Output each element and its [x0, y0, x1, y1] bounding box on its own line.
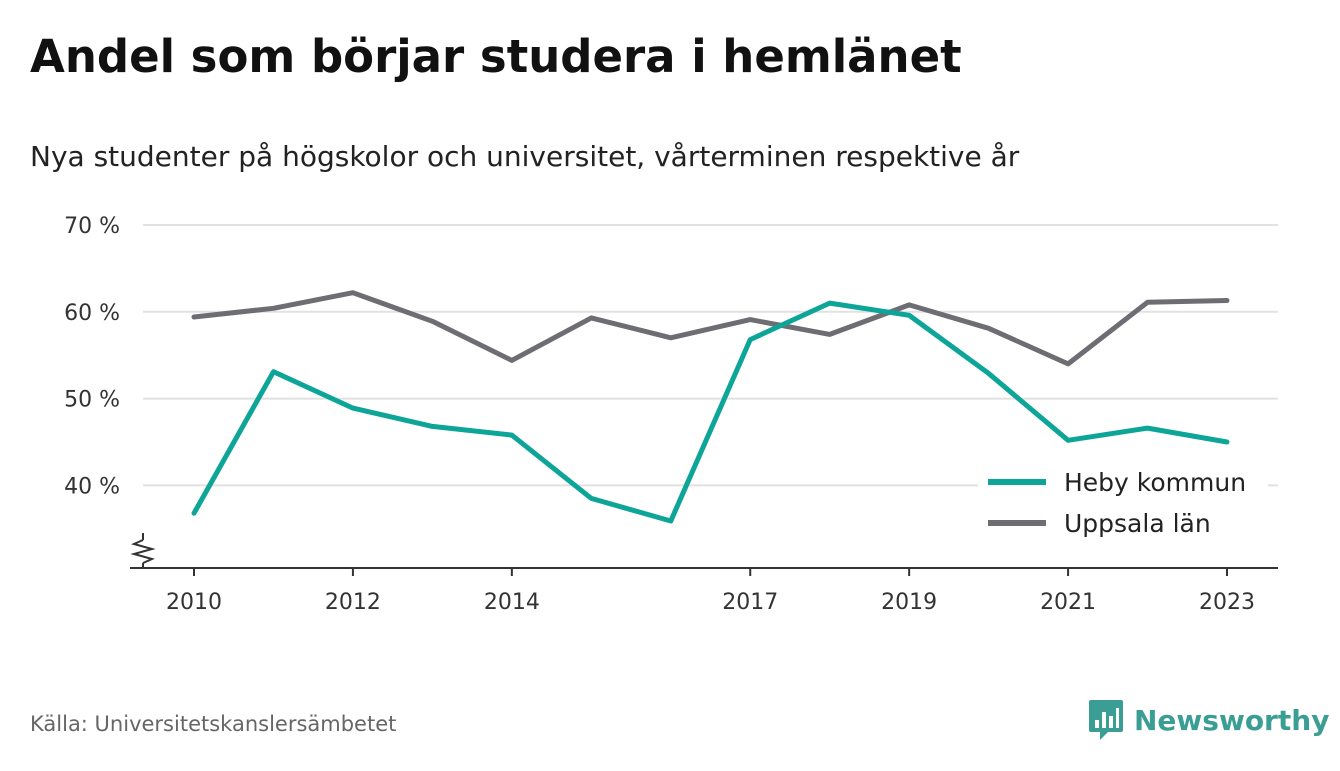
y-tick-label: 70 %: [64, 214, 120, 239]
x-tick-label: 2019: [881, 590, 937, 615]
line-chart: 40 % 50 % 60 % 70 % 2010 2012 2014 2017 2019 2021…: [64, 214, 1278, 615]
x-tick-label: 2012: [325, 590, 381, 615]
legend-label: Heby kommun: [1064, 468, 1246, 497]
newsworthy-logo-icon: [1089, 700, 1123, 740]
y-tick-label: 40 %: [64, 474, 120, 499]
brand-name: Newsworthy: [1134, 703, 1330, 737]
legend-background: [978, 462, 1268, 544]
legend-label: Uppsala län: [1064, 509, 1211, 538]
chart-title: Andel som börjar studera i hemlänet: [30, 30, 962, 83]
x-tick-label: 2021: [1040, 590, 1096, 615]
source-note: Källa: Universitetskanslersämbetet: [30, 712, 397, 736]
axis-break-icon: [130, 539, 156, 564]
x-tick-label: 2023: [1199, 590, 1255, 615]
series-line-heby-kommun: [191, 300, 1230, 524]
brand-logo[interactable]: Newsworthy: [1088, 698, 1329, 742]
x-tick-label: 2014: [484, 590, 540, 615]
x-tick-label: 2010: [166, 590, 222, 615]
series-line-uppsala-län: [191, 290, 1230, 367]
chart-subtitle: Nya studenter på högskolor och universit…: [30, 140, 1020, 173]
y-tick-label: 60 %: [64, 301, 120, 326]
x-tick-label: 2017: [722, 590, 778, 615]
y-tick-label: 50 %: [64, 388, 120, 413]
